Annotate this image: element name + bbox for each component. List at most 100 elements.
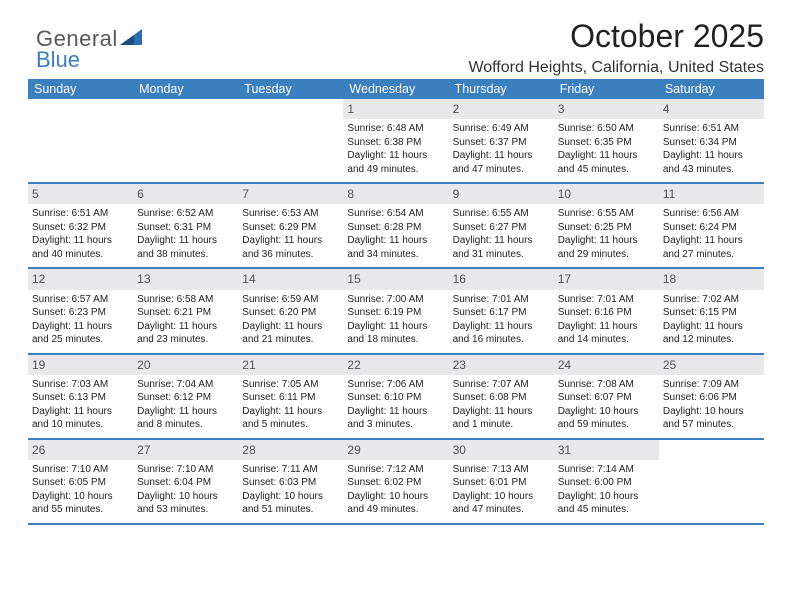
daylight-text: Daylight: 11 hours and 27 minutes.: [663, 234, 760, 261]
date-number: 22: [343, 355, 448, 375]
week-row: 12Sunrise: 6:57 AMSunset: 6:23 PMDayligh…: [28, 269, 764, 354]
daylight-text: Daylight: 10 hours and 45 minutes.: [558, 490, 655, 517]
empty-cell: [238, 99, 343, 182]
sunrise-text: Sunrise: 6:57 AM: [32, 293, 129, 307]
day-cell: 8Sunrise: 6:54 AMSunset: 6:28 PMDaylight…: [343, 184, 448, 267]
sunset-text: Sunset: 6:10 PM: [347, 391, 444, 405]
daylight-text: Daylight: 10 hours and 59 minutes.: [558, 405, 655, 432]
daylight-text: Daylight: 11 hours and 43 minutes.: [663, 149, 760, 176]
day-cell: 27Sunrise: 7:10 AMSunset: 6:04 PMDayligh…: [133, 440, 238, 523]
day-cell: 19Sunrise: 7:03 AMSunset: 6:13 PMDayligh…: [28, 355, 133, 438]
daylight-text: Daylight: 11 hours and 31 minutes.: [453, 234, 550, 261]
sunrise-text: Sunrise: 7:02 AM: [663, 293, 760, 307]
page: General October 2025 Wofford Heights, Ca…: [0, 0, 792, 525]
sunrise-text: Sunrise: 6:48 AM: [347, 122, 444, 136]
sunrise-text: Sunrise: 6:50 AM: [558, 122, 655, 136]
sunset-text: Sunset: 6:11 PM: [242, 391, 339, 405]
sunrise-text: Sunrise: 6:51 AM: [663, 122, 760, 136]
sunrise-text: Sunrise: 6:53 AM: [242, 207, 339, 221]
day-header: Monday: [133, 79, 238, 99]
sunset-text: Sunset: 6:15 PM: [663, 306, 760, 320]
sunrise-text: Sunrise: 6:54 AM: [347, 207, 444, 221]
daylight-text: Daylight: 11 hours and 29 minutes.: [558, 234, 655, 261]
sunset-text: Sunset: 6:04 PM: [137, 476, 234, 490]
sunset-text: Sunset: 6:25 PM: [558, 221, 655, 235]
sunrise-text: Sunrise: 6:58 AM: [137, 293, 234, 307]
day-cell: 22Sunrise: 7:06 AMSunset: 6:10 PMDayligh…: [343, 355, 448, 438]
day-cell: 11Sunrise: 6:56 AMSunset: 6:24 PMDayligh…: [659, 184, 764, 267]
sunrise-text: Sunrise: 6:51 AM: [32, 207, 129, 221]
sunrise-text: Sunrise: 7:01 AM: [558, 293, 655, 307]
day-cell: 16Sunrise: 7:01 AMSunset: 6:17 PMDayligh…: [449, 269, 554, 352]
date-number: 9: [449, 184, 554, 204]
sunset-text: Sunset: 6:37 PM: [453, 136, 550, 150]
date-number: 19: [28, 355, 133, 375]
sunset-text: Sunset: 6:07 PM: [558, 391, 655, 405]
date-number: 25: [659, 355, 764, 375]
date-number: 3: [554, 99, 659, 119]
daylight-text: Daylight: 11 hours and 36 minutes.: [242, 234, 339, 261]
day-cell: 25Sunrise: 7:09 AMSunset: 6:06 PMDayligh…: [659, 355, 764, 438]
weeks-container: 1Sunrise: 6:48 AMSunset: 6:38 PMDaylight…: [28, 99, 764, 525]
date-number: 17: [554, 269, 659, 289]
date-number: 29: [343, 440, 448, 460]
sunset-text: Sunset: 6:01 PM: [453, 476, 550, 490]
daylight-text: Daylight: 11 hours and 25 minutes.: [32, 320, 129, 347]
sunset-text: Sunset: 6:29 PM: [242, 221, 339, 235]
daylight-text: Daylight: 11 hours and 40 minutes.: [32, 234, 129, 261]
daylight-text: Daylight: 11 hours and 23 minutes.: [137, 320, 234, 347]
month-title: October 2025: [468, 18, 764, 55]
week-row: 1Sunrise: 6:48 AMSunset: 6:38 PMDaylight…: [28, 99, 764, 184]
sunset-text: Sunset: 6:38 PM: [347, 136, 444, 150]
sunset-text: Sunset: 6:27 PM: [453, 221, 550, 235]
sunset-text: Sunset: 6:28 PM: [347, 221, 444, 235]
day-cell: 31Sunrise: 7:14 AMSunset: 6:00 PMDayligh…: [554, 440, 659, 523]
sunrise-text: Sunrise: 7:13 AM: [453, 463, 550, 477]
daylight-text: Daylight: 10 hours and 47 minutes.: [453, 490, 550, 517]
sunset-text: Sunset: 6:21 PM: [137, 306, 234, 320]
daylight-text: Daylight: 10 hours and 53 minutes.: [137, 490, 234, 517]
date-number: 28: [238, 440, 343, 460]
date-number: 26: [28, 440, 133, 460]
date-number: 21: [238, 355, 343, 375]
daylight-text: Daylight: 11 hours and 5 minutes.: [242, 405, 339, 432]
daylight-text: Daylight: 11 hours and 14 minutes.: [558, 320, 655, 347]
daylight-text: Daylight: 11 hours and 1 minute.: [453, 405, 550, 432]
sunrise-text: Sunrise: 7:05 AM: [242, 378, 339, 392]
date-number: 11: [659, 184, 764, 204]
sunset-text: Sunset: 6:13 PM: [32, 391, 129, 405]
day-cell: 2Sunrise: 6:49 AMSunset: 6:37 PMDaylight…: [449, 99, 554, 182]
daylight-text: Daylight: 11 hours and 10 minutes.: [32, 405, 129, 432]
day-cell: 21 Sunrise: 7:05 AMSunset: 6:11 PMDayligh…: [238, 355, 343, 438]
daylight-text: Daylight: 11 hours and 8 minutes.: [137, 405, 234, 432]
date-number: 5: [28, 184, 133, 204]
sunrise-text: Sunrise: 6:55 AM: [453, 207, 550, 221]
sunrise-text: Sunrise: 7:07 AM: [453, 378, 550, 392]
day-cell: 5Sunrise: 6:51 AMSunset: 6:32 PMDaylight…: [28, 184, 133, 267]
empty-cell: [659, 440, 764, 523]
sunset-text: Sunset: 6:00 PM: [558, 476, 655, 490]
sunset-text: Sunset: 6:02 PM: [347, 476, 444, 490]
sunset-text: Sunset: 6:03 PM: [242, 476, 339, 490]
day-cell: 6Sunrise: 6:52 AMSunset: 6:31 PMDaylight…: [133, 184, 238, 267]
daylight-text: Daylight: 10 hours and 55 minutes.: [32, 490, 129, 517]
day-cell: 10Sunrise: 6:55 AMSunset: 6:25 PMDayligh…: [554, 184, 659, 267]
daylight-text: Daylight: 10 hours and 51 minutes.: [242, 490, 339, 517]
daylight-text: Daylight: 11 hours and 16 minutes.: [453, 320, 550, 347]
sunrise-text: Sunrise: 7:09 AM: [663, 378, 760, 392]
daylight-text: Daylight: 11 hours and 3 minutes.: [347, 405, 444, 432]
sunset-text: Sunset: 6:24 PM: [663, 221, 760, 235]
day-cell: 4Sunrise: 6:51 AMSunset: 6:34 PMDaylight…: [659, 99, 764, 182]
daylight-text: Daylight: 11 hours and 47 minutes.: [453, 149, 550, 176]
sunset-text: Sunset: 6:08 PM: [453, 391, 550, 405]
date-number: 20: [133, 355, 238, 375]
sunrise-text: Sunrise: 7:08 AM: [558, 378, 655, 392]
sunrise-text: Sunrise: 7:04 AM: [137, 378, 234, 392]
sunrise-text: Sunrise: 6:55 AM: [558, 207, 655, 221]
day-cell: 30Sunrise: 7:13 AMSunset: 6:01 PMDayligh…: [449, 440, 554, 523]
day-cell: 23Sunrise: 7:07 AMSunset: 6:08 PMDayligh…: [449, 355, 554, 438]
day-cell: 26Sunrise: 7:10 AMSunset: 6:05 PMDayligh…: [28, 440, 133, 523]
sunset-text: Sunset: 6:31 PM: [137, 221, 234, 235]
daylight-text: Daylight: 11 hours and 18 minutes.: [347, 320, 444, 347]
day-cell: 14Sunrise: 6:59 AMSunset: 6:20 PMDayligh…: [238, 269, 343, 352]
